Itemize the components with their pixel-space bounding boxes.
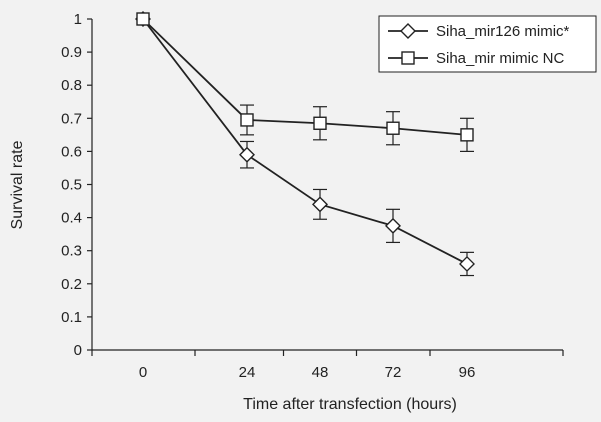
x-tick-label: 0 — [139, 364, 147, 381]
x-tick-label: 96 — [459, 364, 476, 381]
x-axis-title: Time after transfection (hours) — [243, 396, 457, 413]
legend: Siha_mir126 mimic* Siha_mir mimic NC — [378, 15, 597, 73]
data-point — [386, 121, 400, 135]
data-point — [136, 12, 150, 26]
legend-box — [378, 15, 597, 73]
legend-marker — [401, 51, 415, 65]
data-point — [459, 255, 475, 272]
y-tick-label: 0.3 — [61, 243, 82, 260]
series-mimic-nc — [136, 12, 474, 152]
y-tick-label: 1 — [74, 11, 82, 28]
axes: 0 0.1 0.2 0.3 0.4 0.5 0.6 0.7 0.8 0.9 1 0 24 48 72 96 — [61, 11, 564, 381]
legend-marker — [400, 23, 416, 39]
y-axis-title: Survival rate — [9, 140, 26, 229]
data-point — [313, 116, 327, 130]
y-tick-label: 0 — [74, 342, 82, 359]
data-point — [239, 146, 255, 163]
y-tick-label: 0.6 — [61, 143, 82, 160]
y-tick-label: 0.2 — [61, 276, 82, 293]
y-tick-label: 0.8 — [61, 77, 82, 94]
data-point — [240, 113, 254, 127]
legend-label: Siha_mir mimic NC — [436, 50, 565, 67]
data-point — [460, 128, 474, 142]
legend-label: Siha_mir126 mimic* — [436, 23, 570, 40]
y-tick-label: 0.9 — [61, 44, 82, 61]
series-layer — [135, 11, 475, 277]
y-tick-label: 0.7 — [61, 110, 82, 127]
data-point — [312, 196, 328, 213]
y-tick-label: 0.4 — [61, 210, 82, 227]
data-point — [385, 217, 401, 234]
x-tick-label: 72 — [385, 364, 402, 381]
y-tick-label: 0.5 — [61, 177, 82, 194]
y-tick-label: 0.1 — [61, 309, 82, 326]
x-tick-label: 48 — [312, 364, 329, 381]
x-tick-label: 24 — [239, 364, 256, 381]
